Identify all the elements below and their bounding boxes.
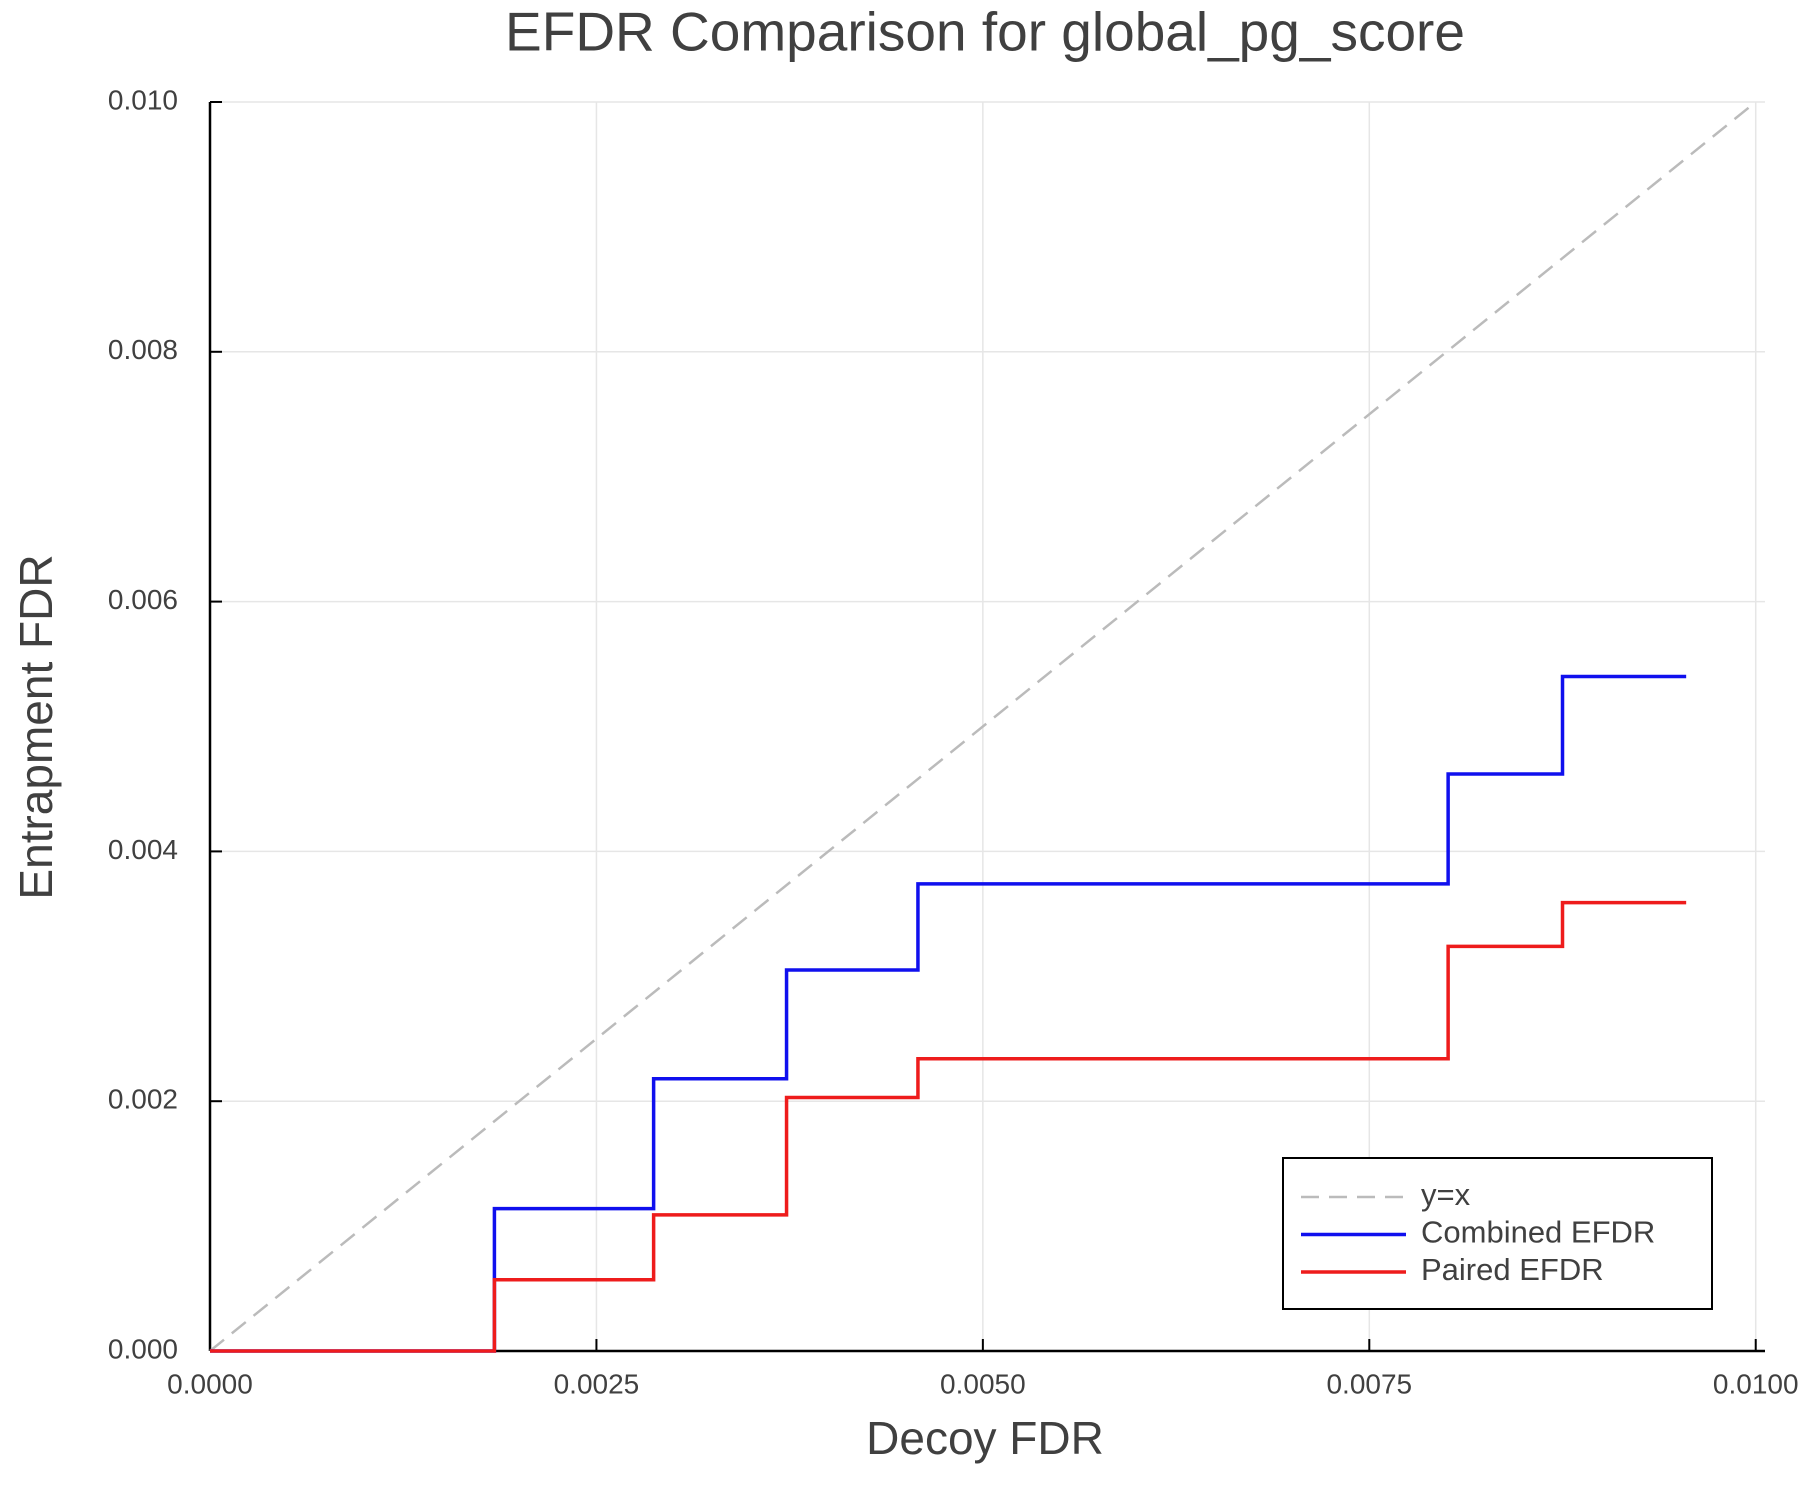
x-tick-label: 0.0050 [940,1368,1026,1399]
legend-label: y=x [1421,1177,1471,1212]
series-line [210,900,1687,1353]
x-axis-label: Decoy FDR [866,1412,1104,1464]
y-tick-label: 0.000 [108,1333,178,1364]
legend-label: Combined EFDR [1421,1215,1655,1250]
x-tick-label: 0.0000 [167,1368,253,1399]
series-line [210,674,1687,1353]
y-tick-label: 0.006 [108,584,178,615]
x-tick-label: 0.0075 [1326,1368,1412,1399]
y-axis-label: Entrapment FDR [10,554,62,899]
y-tick-label: 0.004 [108,834,178,865]
y-tick-label: 0.008 [108,334,178,365]
x-tick-label: 0.0100 [1713,1368,1799,1399]
chart-title: EFDR Comparison for global_pg_score [505,1,1465,63]
legend-label: Paired EFDR [1421,1252,1604,1287]
series-line [209,101,1757,1352]
y-tick-label: 0.002 [108,1084,178,1115]
y-tick-label: 0.010 [108,84,178,115]
x-tick-label: 0.0025 [554,1368,640,1399]
